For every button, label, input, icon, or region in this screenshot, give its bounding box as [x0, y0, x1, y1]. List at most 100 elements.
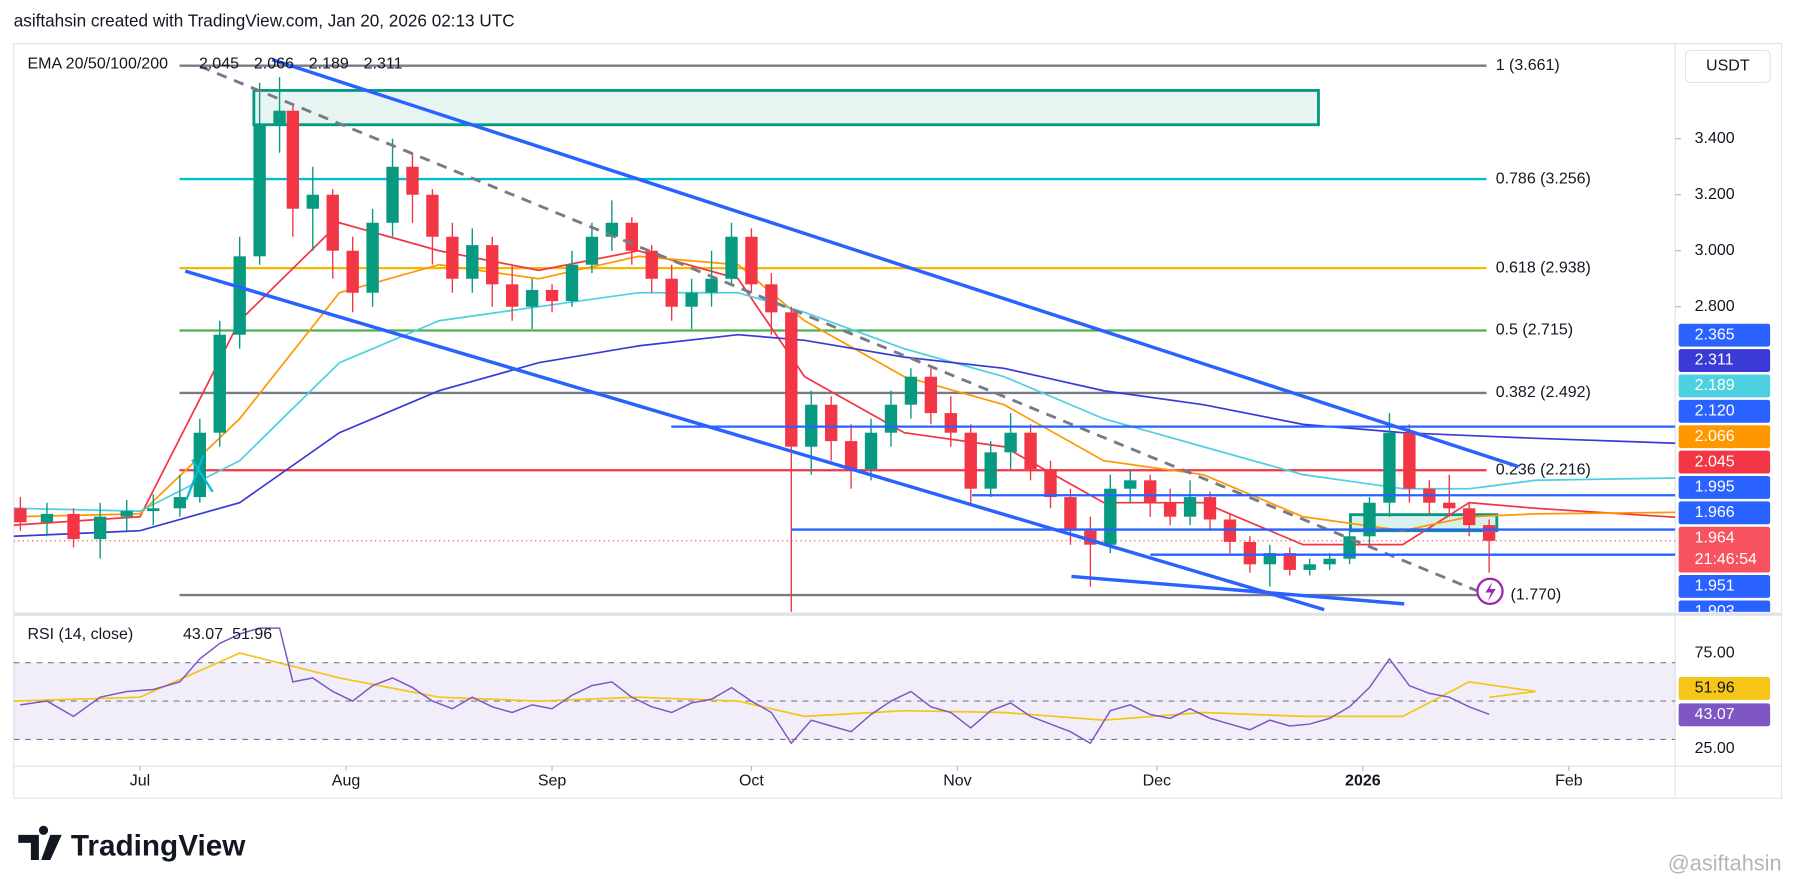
rsi-tick-label: 75.00: [1695, 644, 1735, 661]
candle-body: [147, 508, 160, 512]
ema-legend-value: 2.311: [364, 55, 403, 72]
candle-body: [665, 278, 678, 307]
candle-body: [1403, 432, 1416, 489]
candle-body: [705, 278, 718, 293]
trend-line: [1071, 574, 1405, 606]
trend-line: [271, 57, 1520, 469]
x-tick-label: 2026: [1345, 772, 1381, 789]
chart-frame: [13, 42, 1783, 799]
candle-body: [645, 250, 658, 279]
countdown: 21:46:54: [1695, 551, 1757, 568]
currency[interactable]: USDT: [1706, 58, 1750, 75]
rsi-line: [20, 627, 1490, 745]
rsi-ma-legend-value: 51.96: [232, 626, 272, 643]
ema-legend-value: 2.045: [199, 55, 239, 72]
rsi-ma-line: [13, 652, 1536, 722]
rsi-badge: [1678, 703, 1771, 727]
drawings: [184, 57, 1676, 612]
candle-body: [944, 413, 957, 433]
candle-body: [1463, 508, 1476, 526]
y-tick-label: 3.200: [1695, 186, 1735, 203]
price-badge: [1678, 425, 1771, 449]
candle-body: [1163, 502, 1177, 517]
fib-label: 0.786 (3.256): [1496, 170, 1591, 187]
candle-body: [1343, 536, 1356, 559]
x-tick-label: Jul: [130, 772, 150, 789]
price-badge-label: 2.045: [1695, 453, 1735, 470]
candle-body: [785, 312, 798, 447]
candle-body: [625, 222, 638, 251]
ema-legend-value: 2.189: [309, 55, 349, 72]
rsi-ma-badge: [1678, 677, 1771, 700]
candle-body: [120, 511, 133, 517]
price-badge: [1678, 575, 1771, 598]
candle-body: [67, 513, 80, 540]
price-badge: [1678, 476, 1771, 499]
x-tick-label: Aug: [332, 772, 360, 789]
candle-body: [14, 508, 27, 523]
candle-body: [1323, 558, 1336, 565]
y-tick-label: 3.000: [1695, 242, 1735, 259]
candle-body: [273, 110, 286, 125]
price-badge-label: 2.066: [1695, 428, 1735, 445]
price-badge-label: 2.120: [1695, 403, 1735, 420]
ema-line: [13, 291, 1676, 512]
candle-body: [1144, 480, 1157, 503]
candle-body: [505, 284, 519, 307]
price-badges: 2.365 2.311 2.189 2.120 2.066 2.045 1.995 1.966…: [1678, 323, 1771, 620]
x-tick-label: Sep: [538, 772, 567, 789]
candle-body: [1283, 553, 1296, 570]
candle-body: [466, 245, 479, 279]
candle-body: [233, 256, 246, 335]
x-tick-label: Oct: [739, 772, 764, 789]
candle-body: [864, 432, 878, 470]
candle-body: [1263, 553, 1276, 565]
candle-body: [406, 166, 419, 195]
price-badge-label: 1.903: [1695, 603, 1735, 620]
logo-mark: [18, 825, 62, 861]
dashed-trend-line: [199, 65, 1488, 597]
y-tick-label: 3.400: [1695, 130, 1735, 147]
candle-body: [1203, 497, 1217, 520]
marker-line: [191, 459, 214, 493]
currency-button[interactable]: [1684, 49, 1771, 84]
x-tick-label: Dec: [1143, 772, 1171, 789]
fib-label: (1.770): [1511, 586, 1562, 603]
ema-legend-value: 2.066: [254, 55, 294, 72]
candle-body: [1482, 525, 1496, 541]
candle-body: [286, 110, 300, 209]
price-badge: [1678, 600, 1771, 612]
candle-body: [585, 236, 599, 265]
price-badge-label: 2.311: [1695, 352, 1734, 369]
candle-body: [1443, 502, 1456, 509]
candle-body: [745, 236, 758, 285]
candle-body: [525, 289, 539, 307]
candle-body: [306, 194, 319, 209]
marker-line: [185, 454, 205, 501]
fib-label: 0.5 (2.715): [1496, 322, 1573, 339]
candle-body: [1124, 480, 1137, 489]
rsi-legend-value: 43.07: [183, 626, 223, 643]
candle-body: [844, 441, 858, 470]
candle-body: [565, 264, 579, 302]
candle-body: [1064, 497, 1077, 531]
candle-body: [1104, 488, 1117, 545]
candle-body: [253, 124, 266, 257]
y-tick-label: 2.800: [1695, 298, 1735, 315]
candle-body: [824, 404, 838, 442]
candle-body: [984, 452, 997, 489]
price-badge: [1678, 374, 1771, 398]
candle-body: [346, 250, 359, 293]
price-badge-label: 1.964: [1695, 529, 1735, 546]
candle-body: [1383, 432, 1396, 503]
candle-body: [725, 236, 738, 279]
rsi-tick-label: 25.00: [1695, 740, 1735, 757]
fib-label: 1 (3.661): [1496, 57, 1560, 74]
fib-label-bg: [1493, 459, 1599, 481]
price-badge: [1678, 526, 1771, 573]
ema-legend-title: EMA 20/50/100/200: [27, 55, 168, 72]
candle-body: [446, 236, 459, 279]
fib-label: 0.236 (2.216): [1496, 461, 1591, 478]
price-badge-label: 1.966: [1695, 504, 1735, 521]
